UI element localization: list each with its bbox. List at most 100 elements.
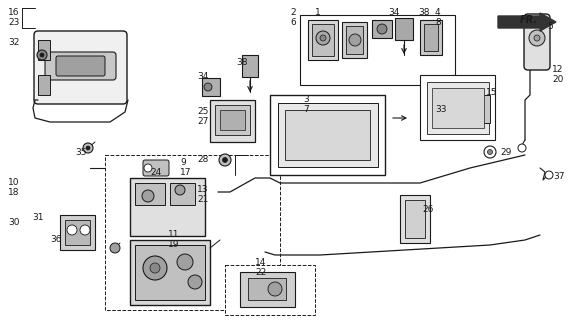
Text: 31: 31 <box>32 213 44 222</box>
Bar <box>220 110 245 130</box>
Text: 37: 37 <box>553 172 565 181</box>
Circle shape <box>86 146 90 150</box>
Bar <box>248 278 286 300</box>
Bar <box>427 82 489 134</box>
Text: 26: 26 <box>422 205 434 214</box>
Text: 11
19: 11 19 <box>168 230 179 249</box>
Text: 34: 34 <box>388 8 400 17</box>
Bar <box>202 78 220 96</box>
FancyBboxPatch shape <box>56 56 105 76</box>
Text: 28: 28 <box>197 155 208 164</box>
Text: 30: 30 <box>8 218 20 227</box>
Text: 1: 1 <box>315 8 321 17</box>
Circle shape <box>83 143 93 153</box>
Text: 3
7: 3 7 <box>303 95 309 114</box>
Circle shape <box>144 164 152 172</box>
Bar <box>424 24 438 51</box>
Text: 9
17: 9 17 <box>180 158 191 177</box>
Bar <box>372 20 392 38</box>
FancyArrow shape <box>498 13 556 31</box>
Text: 35: 35 <box>75 148 86 157</box>
Bar <box>215 105 250 135</box>
Text: 24: 24 <box>150 168 161 177</box>
Text: 15: 15 <box>486 88 497 97</box>
Circle shape <box>80 225 90 235</box>
Text: 38: 38 <box>418 8 430 17</box>
Bar <box>38 75 50 95</box>
Bar <box>225 265 315 315</box>
Bar <box>278 103 378 167</box>
Circle shape <box>110 243 120 253</box>
Circle shape <box>223 157 228 163</box>
Text: 38: 38 <box>236 58 247 67</box>
Circle shape <box>316 31 330 45</box>
Bar <box>300 15 455 85</box>
Text: 32: 32 <box>8 38 20 47</box>
Circle shape <box>188 275 202 289</box>
Bar <box>240 272 295 307</box>
Text: 10
18: 10 18 <box>8 178 20 197</box>
Text: 16
23: 16 23 <box>8 8 20 28</box>
FancyBboxPatch shape <box>524 14 550 70</box>
Bar <box>242 55 258 77</box>
Circle shape <box>488 149 493 155</box>
Circle shape <box>349 34 361 46</box>
Bar <box>342 22 367 58</box>
Text: 29: 29 <box>500 148 511 157</box>
Bar <box>38 40 50 60</box>
Circle shape <box>175 185 185 195</box>
FancyBboxPatch shape <box>34 31 127 104</box>
Circle shape <box>377 24 387 34</box>
FancyBboxPatch shape <box>45 52 116 80</box>
Text: 25
27: 25 27 <box>197 107 208 126</box>
Text: 14
22: 14 22 <box>255 258 266 277</box>
Text: 5: 5 <box>547 22 553 31</box>
Circle shape <box>142 190 154 202</box>
Circle shape <box>204 83 212 91</box>
Circle shape <box>268 282 282 296</box>
Bar <box>312 24 334 56</box>
Circle shape <box>67 225 77 235</box>
Circle shape <box>320 35 326 41</box>
FancyBboxPatch shape <box>143 160 169 176</box>
Bar <box>346 26 363 54</box>
Circle shape <box>545 171 553 179</box>
Bar <box>170 183 195 205</box>
Bar <box>130 178 205 236</box>
Bar <box>135 245 205 300</box>
Bar <box>420 75 495 140</box>
Bar <box>130 240 210 305</box>
Text: 2
6: 2 6 <box>290 8 296 28</box>
Circle shape <box>518 144 526 152</box>
Circle shape <box>40 53 44 57</box>
Text: 12
20: 12 20 <box>552 65 564 84</box>
Circle shape <box>529 30 545 46</box>
Bar <box>270 95 385 175</box>
Circle shape <box>150 263 160 273</box>
Text: 36: 36 <box>50 235 62 244</box>
Bar <box>405 200 425 238</box>
Text: 33: 33 <box>435 105 447 114</box>
Bar <box>400 195 430 243</box>
Bar <box>105 155 280 310</box>
Circle shape <box>219 154 231 166</box>
Text: 4
8: 4 8 <box>435 8 441 28</box>
Bar <box>308 20 338 60</box>
Circle shape <box>484 146 496 158</box>
Text: FR.: FR. <box>520 15 538 25</box>
Bar <box>135 183 165 205</box>
Bar <box>420 20 442 55</box>
Bar <box>395 18 413 40</box>
Bar <box>210 100 255 142</box>
Bar <box>432 88 484 128</box>
Circle shape <box>177 254 193 270</box>
Circle shape <box>37 50 47 60</box>
Bar <box>480 95 490 123</box>
Text: 34: 34 <box>197 72 208 81</box>
Bar <box>285 110 370 160</box>
Bar <box>65 220 90 245</box>
Circle shape <box>143 256 167 280</box>
Circle shape <box>534 35 540 41</box>
Text: 13
21: 13 21 <box>197 185 209 204</box>
Bar <box>60 215 95 250</box>
